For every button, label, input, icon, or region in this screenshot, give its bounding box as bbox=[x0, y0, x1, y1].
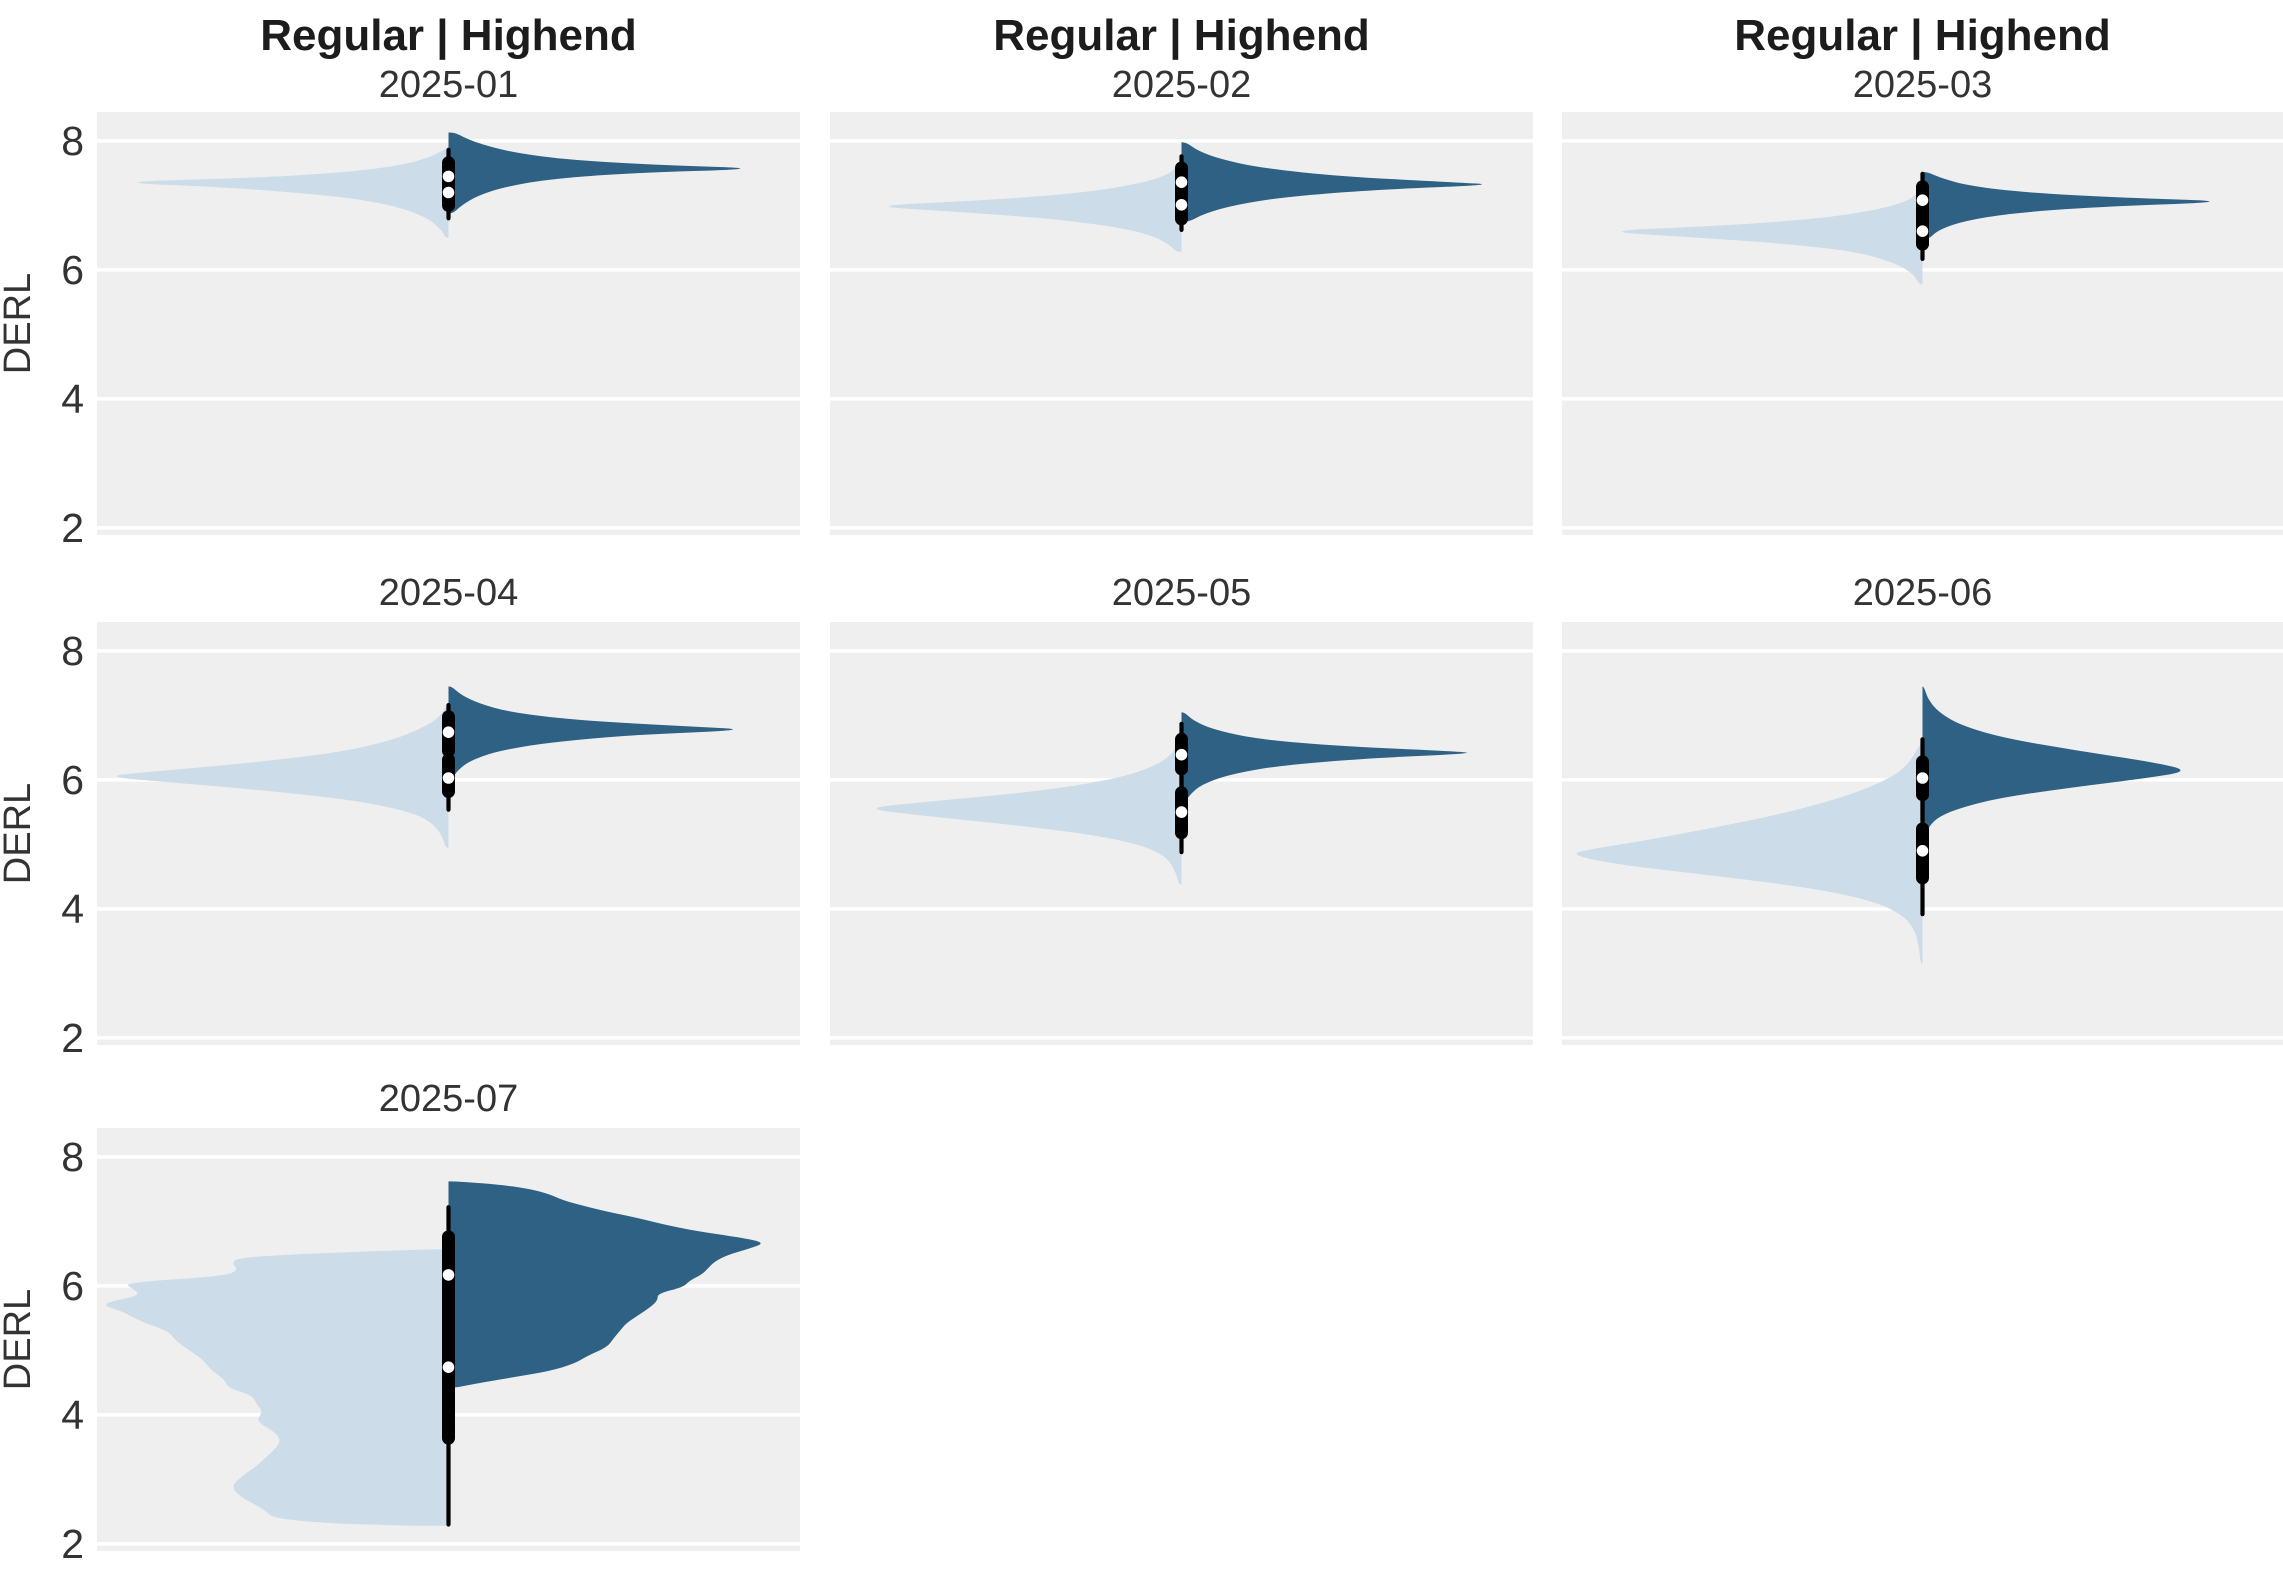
y-tick-label: 2 bbox=[61, 505, 84, 551]
facet-title: Regular | Highend bbox=[1734, 11, 2111, 61]
y-axis-title: DERL bbox=[0, 273, 39, 374]
panel-subtitle: 2025-06 bbox=[1853, 572, 1992, 614]
violin-highend bbox=[448, 1181, 761, 1388]
y-tick-label: 4 bbox=[61, 376, 84, 422]
violin-highend bbox=[448, 132, 741, 214]
median-dot-highend bbox=[442, 1269, 455, 1281]
y-axis-title: DERL bbox=[0, 783, 39, 884]
violin-regular bbox=[876, 739, 1182, 885]
y-tick-label: 8 bbox=[61, 1134, 84, 1180]
panel-subtitle: 2025-05 bbox=[1112, 572, 1251, 614]
y-tick-label: 8 bbox=[61, 628, 84, 674]
panel-subtitle: 2025-07 bbox=[379, 1078, 518, 1120]
violin-highend bbox=[1922, 171, 2210, 239]
violin-regular bbox=[137, 148, 449, 238]
y-tick-label: 2 bbox=[61, 1015, 84, 1061]
violin-highend bbox=[448, 686, 733, 779]
median-dot-regular bbox=[1175, 199, 1188, 211]
median-dot-regular bbox=[442, 186, 455, 199]
y-tick-label: 6 bbox=[61, 247, 84, 293]
violin-highend bbox=[1922, 686, 2181, 835]
violin-regular bbox=[888, 165, 1182, 252]
median-dot-highend bbox=[1175, 176, 1188, 188]
median-dot-regular bbox=[1175, 806, 1188, 818]
median-dot-regular bbox=[442, 1361, 455, 1373]
median-dot-highend bbox=[442, 726, 455, 738]
y-axis-title: DERL bbox=[0, 1289, 39, 1390]
violin-regular bbox=[1622, 191, 1923, 285]
violin-regular bbox=[116, 703, 449, 848]
y-tick-label: 6 bbox=[61, 757, 84, 803]
median-dot-highend bbox=[442, 170, 455, 183]
panel-subtitle: 2025-04 bbox=[379, 572, 518, 614]
y-tick-label: 4 bbox=[61, 1392, 84, 1438]
panel-subtitle: 2025-01 bbox=[379, 64, 518, 106]
violin-regular bbox=[106, 1249, 449, 1526]
violin-regular bbox=[1576, 744, 1923, 964]
violin-highend bbox=[1181, 712, 1468, 803]
median-dot-highend bbox=[1916, 772, 1929, 784]
median-dot-regular bbox=[442, 772, 455, 784]
panel-subtitle: 2025-03 bbox=[1853, 64, 1992, 106]
y-tick-label: 8 bbox=[61, 118, 84, 164]
panel-2025-06: 2025-06 bbox=[1562, 572, 2283, 1045]
y-tick-label: 6 bbox=[61, 1263, 84, 1309]
panel-subtitle: 2025-02 bbox=[1112, 64, 1251, 106]
panel-2025-07: 8 6 4 2 DERL 2025-07 bbox=[0, 1078, 800, 1567]
y-tick-label: 4 bbox=[61, 886, 84, 932]
median-dot-regular bbox=[1916, 845, 1929, 857]
facet-title: Regular | Highend bbox=[993, 11, 1370, 61]
panel-2025-04: 8 6 4 2 DERL 2025-04 bbox=[0, 572, 800, 1061]
median-dot-regular bbox=[1916, 225, 1929, 237]
facet-title: Regular | Highend bbox=[260, 11, 637, 61]
panel-2025-05: 2025-05 bbox=[830, 572, 1533, 1045]
median-dot-highend bbox=[1175, 748, 1188, 761]
median-dot-highend bbox=[1916, 194, 1929, 206]
violin-highend bbox=[1181, 142, 1483, 222]
y-tick-label: 2 bbox=[61, 1521, 84, 1567]
